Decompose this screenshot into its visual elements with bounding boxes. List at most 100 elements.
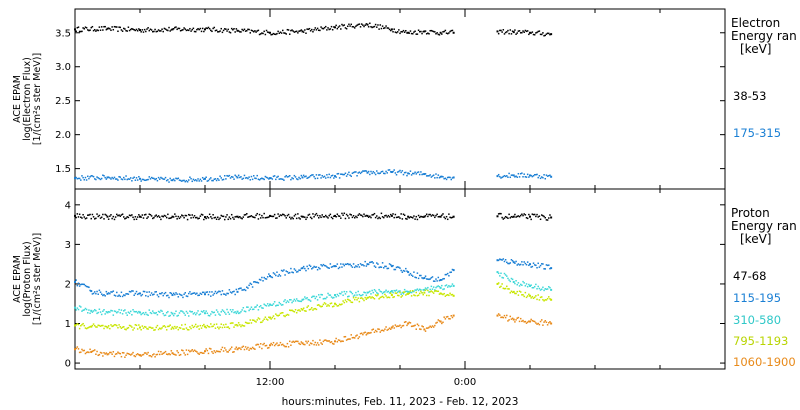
point-electron-1-7-11 — [314, 177, 317, 180]
point-proton-2-17-12 — [526, 285, 529, 288]
point-electron-0-12-4 — [428, 33, 430, 35]
point-proton-1-2-12 — [120, 291, 123, 294]
point-proton-0-15-5 — [502, 218, 505, 220]
point-proton-0-1-16 — [125, 217, 127, 219]
point-proton-0-1-11 — [119, 215, 122, 217]
point-proton-3-2-18 — [127, 326, 130, 329]
point-proton-3-11-10 — [402, 291, 405, 293]
point-electron-0-1-11 — [119, 26, 122, 29]
point-proton-2-9-17 — [353, 294, 356, 296]
point-electron-1-0-22 — [99, 178, 102, 181]
point-proton-1-13-1 — [424, 275, 427, 277]
point-proton-1-1 — [90, 290, 93, 293]
point-proton-1-4-26 — [201, 291, 204, 294]
point-proton-1-9-5 — [340, 263, 342, 265]
point-proton-3-7-17 — [288, 309, 291, 311]
point-electron-1-3-20 — [194, 179, 197, 181]
point-electron-0-2-16 — [157, 29, 160, 31]
point-proton-3-8-6 — [308, 308, 311, 311]
point-proton-2-7-14 — [285, 301, 287, 304]
point-electron-0-15-4 — [501, 31, 503, 33]
point-electron-1-12-7 — [431, 175, 434, 177]
point-proton-0-2-25 — [168, 217, 170, 220]
point-proton-4-14-6 — [446, 315, 449, 318]
point-electron-1-6-9 — [279, 178, 282, 180]
point-proton-1-4-4 — [176, 293, 178, 295]
point-proton-2-18-2 — [531, 286, 534, 289]
point-proton-0-16-1 — [514, 213, 516, 216]
point-electron-0-9-15 — [384, 27, 386, 29]
point-proton-3-7-23 — [295, 311, 298, 314]
series-proton-310-580 — [74, 271, 553, 317]
point-proton-1-12-1 — [408, 274, 411, 276]
point-proton-4-8-13 — [316, 342, 319, 344]
point-electron-1-4-12 — [218, 179, 220, 181]
point-electron-0-1-21 — [131, 27, 133, 30]
point-proton-3-5-1 — [205, 326, 207, 329]
point-proton-1-10-15 — [384, 265, 386, 268]
point-proton-1-17-5 — [518, 264, 521, 266]
point-proton-0-3-15 — [189, 214, 191, 216]
point-proton-3-16-6 — [503, 287, 506, 290]
point-electron-0-4-1 — [205, 27, 207, 29]
point-proton-0-6-1 — [270, 215, 272, 217]
point-proton-1-13-7 — [431, 276, 434, 278]
point-proton-2-8-2 — [304, 296, 306, 298]
point-proton-4-13 — [423, 328, 426, 331]
point-electron-0-3-24 — [199, 27, 202, 30]
point-proton-2-10-6 — [373, 288, 376, 291]
point-proton-1-11-4 — [395, 266, 398, 269]
point-proton-1-12-6 — [414, 276, 416, 279]
point-proton-0-13-9 — [450, 217, 453, 219]
point-electron-0-10-9 — [401, 31, 404, 33]
point-proton-0-3-2 — [174, 213, 176, 215]
point-proton-4-6-24 — [264, 345, 267, 347]
point-electron-0-1-13 — [121, 30, 124, 32]
point-proton-3-0-4 — [78, 327, 81, 330]
point-proton-3-10-8 — [376, 295, 378, 297]
point-electron-0-5-18 — [257, 29, 260, 32]
point-proton-1-8-14 — [318, 266, 320, 269]
point-proton-1-5-19 — [226, 292, 228, 295]
point-proton-2-12-1 — [408, 291, 411, 293]
point-electron-0-7-13 — [316, 27, 319, 30]
point-proton-1-8-18 — [322, 263, 325, 266]
point-proton-2-9-14 — [350, 291, 352, 294]
point-proton-0-0-20 — [97, 215, 99, 218]
point-proton-2-8-18 — [322, 298, 325, 300]
point-proton-2-3-4 — [143, 313, 146, 316]
point-proton-3-13-6 — [430, 290, 433, 292]
point-proton-1-16-5 — [502, 258, 505, 260]
point-proton-1-2-22 — [132, 290, 134, 292]
point-proton-3-8-8 — [311, 307, 313, 309]
point-proton-2-2-20 — [129, 310, 132, 313]
point-proton-1-6-14 — [253, 281, 255, 283]
point-electron-0-2-25 — [168, 26, 170, 29]
point-proton-4-3-10 — [150, 355, 153, 358]
point-proton-1-17 — [512, 261, 515, 264]
point-electron-0-12-11 — [436, 32, 438, 34]
point-proton-0-10-11 — [403, 214, 406, 217]
point-electron-1-17-4 — [533, 174, 536, 176]
point-proton-4-6-17 — [256, 343, 258, 346]
point-proton-3-6-2 — [239, 324, 241, 326]
point-electron-0-9-18 — [387, 27, 390, 29]
point-proton-2-5-4 — [208, 315, 211, 317]
point-proton-3-17-7 — [521, 294, 523, 296]
point-proton-0-2-2 — [141, 214, 144, 216]
point-proton-0-2-5 — [145, 213, 147, 216]
point-proton-1-5-4 — [208, 291, 211, 293]
point-proton-2-8-10 — [313, 295, 315, 298]
point-electron-1-6-13 — [284, 176, 286, 178]
point-proton-4-3-15 — [156, 353, 159, 356]
point-electron-0-0-14 — [90, 26, 92, 29]
point-proton-0-7-20 — [324, 214, 327, 217]
point-electron-0-1-14 — [123, 27, 125, 30]
point-proton-3-9-8 — [343, 301, 346, 304]
point-proton-1-5-5 — [210, 295, 212, 297]
point-proton-2-18-8 — [538, 287, 541, 290]
point-electron-0-7-4 — [306, 28, 308, 30]
point-proton-2-12-5 — [413, 290, 415, 293]
point-proton-3-10-19 — [388, 296, 391, 299]
point-electron-1-8-23 — [360, 171, 363, 173]
